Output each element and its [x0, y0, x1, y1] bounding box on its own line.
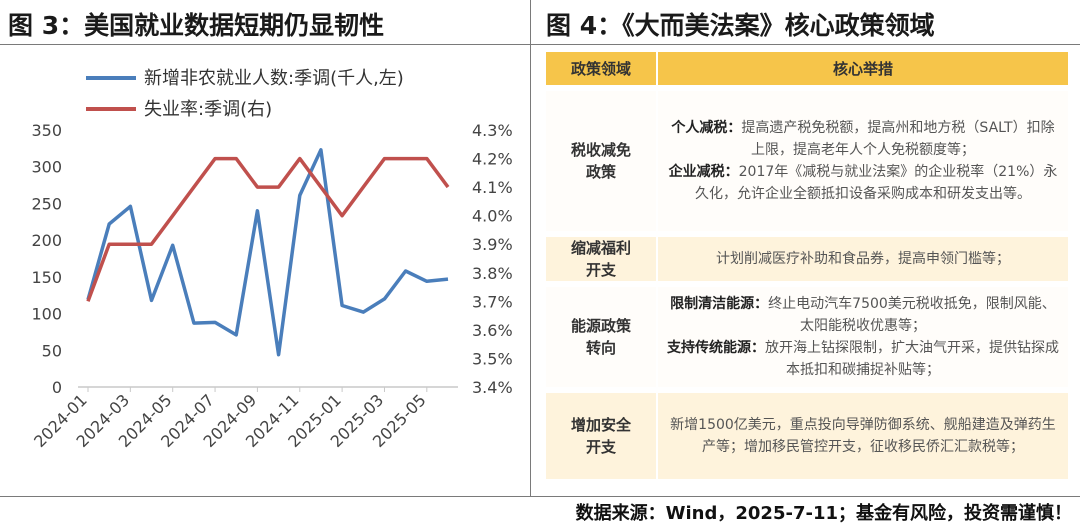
right-axis-tick-label: 4.3% — [472, 121, 513, 140]
title-divider — [0, 44, 1080, 45]
measure-item: 限制清洁能源：终止电动汽车7500美元税收抵免，限制风能、太阳能税收优惠等； — [666, 293, 1060, 337]
policy-measures-cell: 计划削减医疗补助和食品券，提高申领门槛等； — [658, 237, 1068, 281]
measure-label: 支持传统能源： — [667, 340, 765, 356]
right-axis-tick-label: 3.7% — [472, 292, 513, 311]
chart-axes: 0 50 100 150 200 250 300 350 3.4% 3.5% 3.6% 3.7% 3.8… — [30, 121, 513, 451]
left-axis-tick-label: 100 — [31, 305, 62, 324]
measure-label: 限制清洁能源： — [670, 296, 769, 312]
policy-area-cell: 增加安全开支 — [546, 393, 658, 479]
right-axis-tick-label: 4.2% — [472, 150, 513, 169]
right-axis-tick-label: 3.8% — [472, 264, 513, 283]
policy-area-cell: 税收减免政策 — [546, 91, 658, 231]
row-spacer — [546, 231, 1068, 237]
table-row: 缩减福利开支 计划削减医疗补助和食品券，提高申领门槛等； — [546, 237, 1068, 281]
measure-text: 计划削减医疗补助和食品券，提高申领门槛等； — [716, 251, 1010, 267]
left-axis-tick-label: 200 — [31, 231, 62, 250]
policy-measures-cell: 限制清洁能源：终止电动汽车7500美元税收抵免，限制风能、太阳能税收优惠等； 支持… — [658, 287, 1068, 387]
source-note: 数据来源：Wind，2025-7-11；基金有风险，投资需谨慎！ — [575, 503, 1072, 524]
employment-chart: 新增非农就业人数:季调(千人,左) 失业率:季调(右) 0 50 100 150 200 2… — [30, 68, 513, 451]
table-row: 增加安全开支 新增1500亿美元，重点投向导弹防御系统、舰船建造及弹药生产等；增加… — [546, 393, 1068, 479]
legend-label: 失业率:季调(右) — [144, 99, 272, 120]
measure-text: 放开海上钻探限制，扩大油气开采，提供钻探成本抵扣和碳捕捉补贴等； — [765, 340, 1059, 378]
right-axis-tick-label: 3.5% — [472, 349, 513, 368]
measure-text: 提高遗产税免税额，提高州和地方税（SALT）扣除上限，提高老年人个人免税额度等； — [741, 120, 1055, 158]
table-row: 能源政策转向 限制清洁能源：终止电动汽车7500美元税收抵免，限制风能、太阳能税收… — [546, 287, 1068, 387]
measure-item: 企业减税：2017年《减税与就业法案》的企业税率（21%）永久化，允许企业全额抵… — [666, 161, 1060, 205]
measure-text: 2017年《减税与就业法案》的企业税率（21%）永久化，允许企业全额抵扣设备采购… — [695, 164, 1058, 202]
chart-legend: 新增非农就业人数:季调(千人,左) 失业率:季调(右) — [86, 68, 404, 120]
measure-item: 新增1500亿美元，重点投向导弹防御系统、舰船建造及弹药生产等；增加移民管控开支… — [666, 414, 1060, 458]
table-header-measures: 核心举措 — [658, 52, 1068, 85]
measure-item: 计划削减医疗补助和食品券，提高申领门槛等； — [666, 248, 1060, 270]
left-axis-tick-label: 0 — [52, 378, 62, 397]
payrolls-line — [86, 148, 449, 357]
right-axis-tick-label: 3.6% — [472, 321, 513, 340]
measure-item: 个人减税：提高遗产税免税额，提高州和地方税（SALT）扣除上限，提高老年人个人免… — [666, 117, 1060, 161]
row-spacer — [546, 387, 1068, 393]
left-axis-tick-label: 250 — [31, 194, 62, 213]
chart-plot-area — [86, 148, 450, 357]
policy-table: 政策领域 核心举措 税收减免政策 个人减税：提高遗产税免税额，提高州和地方税（SA… — [546, 52, 1068, 479]
table-header-area: 政策领域 — [546, 52, 658, 85]
measure-text: 新增1500亿美元，重点投向导弹防御系统、舰船建造及弹药生产等；增加移民管控开支… — [670, 417, 1056, 455]
left-axis-tick-label: 150 — [31, 268, 62, 287]
row-spacer — [546, 281, 1068, 287]
left-axis-tick-label: 300 — [31, 158, 62, 177]
policy-measures-cell: 个人减税：提高遗产税免税额，提高州和地方税（SALT）扣除上限，提高老年人个人免… — [658, 91, 1068, 231]
footer-divider — [0, 496, 1080, 497]
measure-text: 终止电动汽车7500美元税收抵免，限制风能、太阳能税收优惠等； — [768, 296, 1056, 334]
right-axis-tick-label: 4.1% — [472, 178, 513, 197]
row-spacer — [546, 85, 1068, 91]
unemployment-rate-line — [86, 156, 450, 302]
measure-item: 支持传统能源：放开海上钻探限制，扩大油气开采，提供钻探成本抵扣和碳捕捉补贴等； — [666, 337, 1060, 381]
table-row: 税收减免政策 个人减税：提高遗产税免税额，提高州和地方税（SALT）扣除上限，提高… — [546, 91, 1068, 231]
measure-label: 企业减税： — [668, 164, 739, 180]
left-axis-tick-label: 350 — [31, 121, 62, 140]
right-panel-title: 图 4：《大而美法案》核心政策领域 — [546, 11, 935, 40]
right-axis-tick-label: 4.0% — [472, 207, 513, 226]
left-panel-title: 图 3：美国就业数据短期仍显韧性 — [8, 11, 385, 40]
legend-label: 新增非农就业人数:季调(千人,左) — [144, 68, 404, 89]
right-axis-tick-label: 3.4% — [472, 378, 513, 397]
panel-divider — [530, 0, 531, 496]
left-axis-tick-label: 50 — [42, 341, 62, 360]
right-axis-tick-label: 3.9% — [472, 235, 513, 254]
policy-measures-cell: 新增1500亿美元，重点投向导弹防御系统、舰船建造及弹药生产等；增加移民管控开支… — [658, 393, 1068, 479]
measure-label: 个人减税： — [671, 120, 742, 136]
policy-area-cell: 缩减福利开支 — [546, 237, 658, 281]
policy-area-cell: 能源政策转向 — [546, 287, 658, 387]
